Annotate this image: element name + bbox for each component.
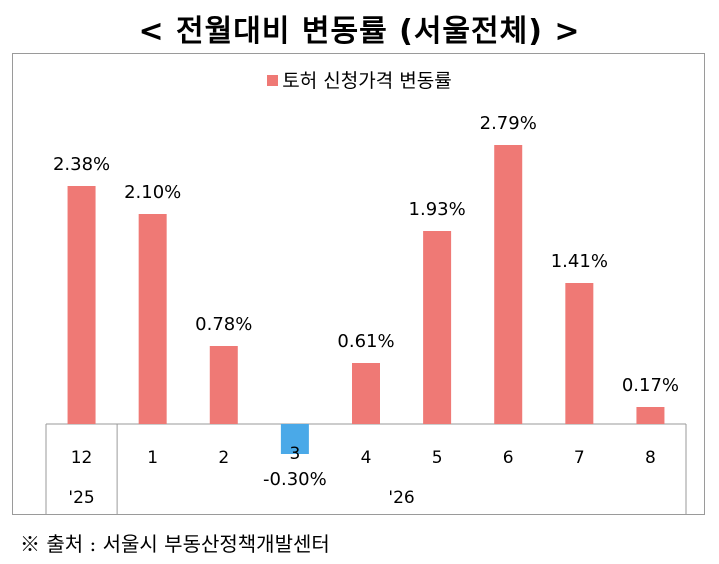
source-note: ※ 출처 : 서울시 부동산정책개발센터: [20, 532, 330, 556]
data-label: 0.61%: [337, 331, 394, 352]
category-label: 5: [432, 448, 443, 468]
bar: [565, 283, 594, 424]
chart-frame: [12, 53, 705, 515]
category-label: 4: [361, 448, 372, 468]
data-label: 1.93%: [409, 199, 466, 220]
year-group-label: '26: [388, 488, 414, 508]
category-label: 3: [289, 444, 300, 464]
bar: [280, 424, 309, 454]
bar: [352, 363, 380, 424]
category-label: 7: [574, 448, 585, 468]
data-label: 0.78%: [195, 314, 252, 335]
data-label: 2.38%: [53, 154, 110, 175]
year-group-label: '25: [68, 488, 94, 508]
data-label: 2.10%: [124, 182, 181, 203]
data-label: 1.41%: [551, 251, 608, 272]
page-title: < 전월대비 변동률 (서울전체) >: [138, 14, 581, 49]
category-label: 6: [503, 448, 514, 468]
bar: [138, 214, 167, 424]
category-label: 12: [71, 448, 93, 468]
data-label: -0.30%: [263, 469, 327, 490]
category-label: 8: [645, 448, 656, 468]
category-label: 2: [218, 448, 229, 468]
legend-label: 토허 신청가격 변동률: [282, 70, 452, 92]
bar: [494, 145, 523, 424]
category-label: 1: [147, 448, 158, 468]
legend-swatch: [267, 75, 279, 86]
bar: [209, 346, 238, 424]
bar: [423, 231, 452, 424]
bar: [636, 407, 665, 424]
data-label: 2.79%: [480, 113, 537, 134]
legend: 토허 신청가격 변동률: [0, 66, 719, 93]
data-label: 0.17%: [622, 375, 679, 396]
bar: [67, 186, 96, 424]
